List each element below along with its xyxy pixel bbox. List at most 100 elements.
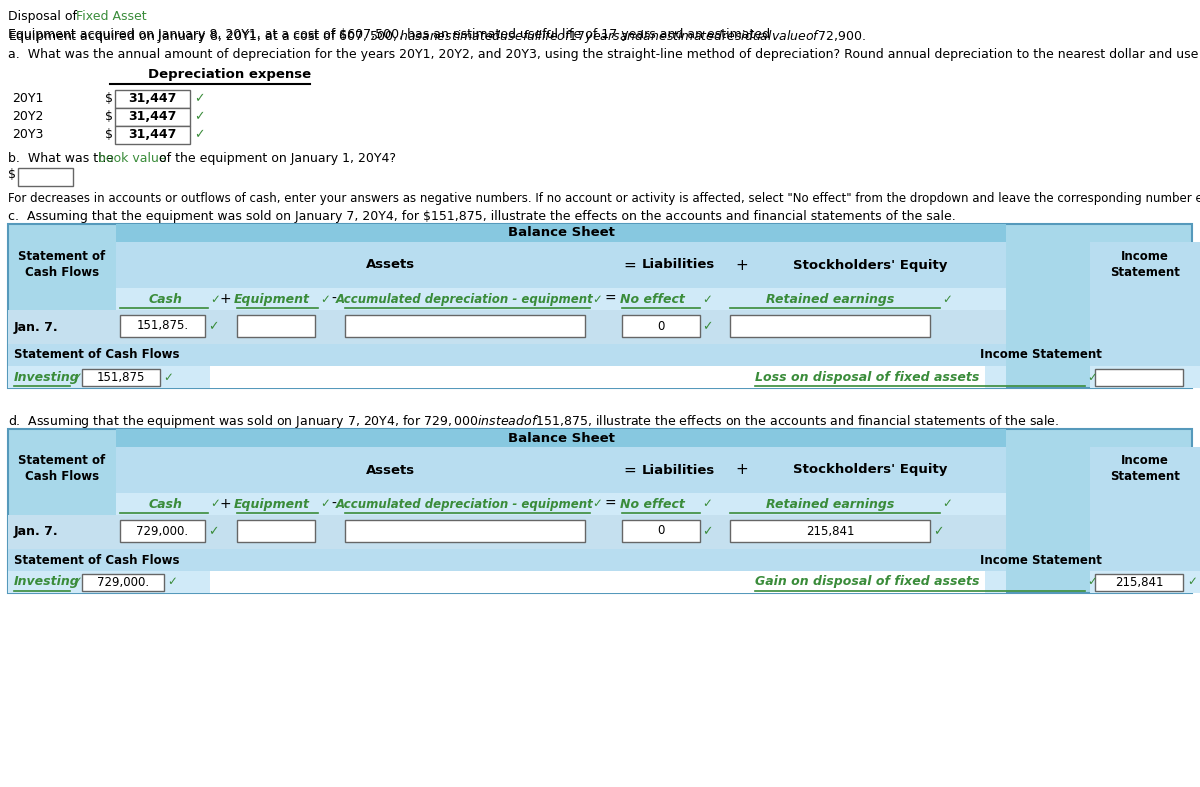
Text: Jan. 7.: Jan. 7. bbox=[14, 320, 59, 334]
Bar bbox=[8, 310, 1006, 344]
Text: ✓: ✓ bbox=[320, 497, 330, 511]
Text: ✓: ✓ bbox=[72, 371, 82, 383]
Text: 0: 0 bbox=[658, 320, 665, 332]
Text: ✓: ✓ bbox=[208, 526, 218, 538]
Text: Assets: Assets bbox=[366, 258, 414, 272]
Text: Loss on disposal of fixed assets: Loss on disposal of fixed assets bbox=[755, 371, 979, 383]
Text: a.  What was the annual amount of depreciation for the years 20Y1, 20Y2, and 20Y: a. What was the annual amount of depreci… bbox=[8, 48, 1200, 61]
Text: Gain on disposal of fixed assets: Gain on disposal of fixed assets bbox=[755, 575, 979, 589]
Text: ✓: ✓ bbox=[194, 128, 204, 142]
Text: ✓: ✓ bbox=[942, 293, 952, 305]
Text: Statement of Cash Flows: Statement of Cash Flows bbox=[14, 349, 180, 361]
Text: Liabilities: Liabilities bbox=[641, 464, 715, 476]
Text: 215,841: 215,841 bbox=[805, 524, 854, 538]
Text: 729,000.: 729,000. bbox=[137, 524, 188, 538]
Text: =: = bbox=[624, 257, 636, 272]
Bar bbox=[8, 549, 1006, 571]
Bar bbox=[622, 315, 700, 337]
Text: Jan. 7.: Jan. 7. bbox=[14, 526, 59, 538]
Text: +: + bbox=[220, 497, 230, 511]
Bar bbox=[116, 429, 1006, 447]
Text: 20Y3: 20Y3 bbox=[12, 128, 43, 142]
Text: +: + bbox=[736, 463, 749, 478]
Text: 20Y2: 20Y2 bbox=[12, 110, 43, 124]
Bar bbox=[346, 520, 586, 542]
Text: Statement of Cash Flows: Statement of Cash Flows bbox=[14, 553, 180, 567]
Text: Statement: Statement bbox=[1110, 265, 1180, 279]
Text: 151,875.: 151,875. bbox=[137, 320, 188, 332]
Text: Stockholders' Equity: Stockholders' Equity bbox=[793, 258, 947, 272]
Bar bbox=[622, 520, 700, 542]
Text: Cash Flows: Cash Flows bbox=[25, 471, 100, 483]
Text: 31,447: 31,447 bbox=[128, 93, 176, 105]
Bar bbox=[82, 369, 160, 386]
Text: d.  Assuming that the equipment was sold on January 7, 20Y4, for $729,000 instea: d. Assuming that the equipment was sold … bbox=[8, 413, 1060, 430]
Text: Liabilities: Liabilities bbox=[641, 258, 715, 272]
Text: =: = bbox=[604, 497, 616, 511]
Text: Fixed Asset: Fixed Asset bbox=[76, 10, 146, 23]
Text: ✓: ✓ bbox=[210, 497, 220, 511]
Text: For decreases in accounts or outflows of cash, enter your answers as negative nu: For decreases in accounts or outflows of… bbox=[8, 192, 1200, 205]
Bar bbox=[120, 520, 205, 542]
Bar bbox=[82, 574, 164, 591]
Text: 729,000.: 729,000. bbox=[97, 576, 149, 589]
Text: Investing: Investing bbox=[14, 371, 79, 383]
Text: No effect: No effect bbox=[619, 293, 684, 306]
Text: Equipment: Equipment bbox=[234, 498, 310, 511]
Text: ✓: ✓ bbox=[592, 293, 602, 305]
Text: $: $ bbox=[106, 93, 113, 105]
Text: Income Statement: Income Statement bbox=[980, 349, 1102, 361]
Text: Retained earnings: Retained earnings bbox=[766, 293, 894, 306]
Text: =: = bbox=[604, 292, 616, 306]
Bar bbox=[346, 315, 586, 337]
Bar bbox=[120, 315, 205, 337]
Bar bbox=[1090, 447, 1200, 549]
Text: ✓: ✓ bbox=[702, 293, 712, 305]
Text: Accumulated depreciation - equipment: Accumulated depreciation - equipment bbox=[336, 498, 594, 511]
Text: Disposal of: Disposal of bbox=[8, 10, 82, 23]
Text: Equipment acquired on January 8, 20Y1, at a cost of $607,500, has an estimated u: Equipment acquired on January 8, 20Y1, a… bbox=[8, 28, 774, 41]
Text: +: + bbox=[736, 257, 749, 272]
Text: No effect: No effect bbox=[619, 498, 684, 511]
Text: 31,447: 31,447 bbox=[128, 128, 176, 142]
Bar bbox=[116, 447, 1006, 493]
Bar bbox=[8, 344, 1006, 366]
Text: ✓: ✓ bbox=[942, 497, 952, 511]
Bar bbox=[18, 168, 73, 186]
Text: book value: book value bbox=[98, 152, 167, 165]
Text: =: = bbox=[624, 463, 636, 478]
Text: 215,841: 215,841 bbox=[1115, 576, 1163, 589]
Bar bbox=[1090, 549, 1200, 571]
Text: Income: Income bbox=[1121, 455, 1169, 467]
Text: ✓: ✓ bbox=[194, 110, 204, 124]
Text: ✓: ✓ bbox=[702, 497, 712, 511]
Text: Equipment: Equipment bbox=[234, 293, 310, 306]
Bar bbox=[116, 224, 1006, 242]
Bar bbox=[730, 520, 930, 542]
Text: 20Y1: 20Y1 bbox=[12, 93, 43, 105]
Text: Accumulated depreciation - equipment: Accumulated depreciation - equipment bbox=[336, 293, 594, 306]
Bar bbox=[1096, 369, 1183, 386]
Text: ✓: ✓ bbox=[210, 293, 220, 305]
Text: Assets: Assets bbox=[366, 464, 414, 476]
Text: ✓: ✓ bbox=[194, 93, 204, 105]
Bar bbox=[8, 366, 1006, 388]
Text: ✓: ✓ bbox=[167, 575, 176, 589]
Bar bbox=[1090, 242, 1200, 344]
Bar bbox=[116, 288, 1006, 310]
Text: +: + bbox=[220, 292, 230, 306]
Bar bbox=[8, 224, 1192, 388]
Text: Statement of: Statement of bbox=[18, 249, 106, 263]
Text: Income Statement: Income Statement bbox=[980, 553, 1102, 567]
Text: Statement of: Statement of bbox=[18, 455, 106, 467]
Text: Retained earnings: Retained earnings bbox=[766, 498, 894, 511]
Bar bbox=[238, 520, 314, 542]
Text: 31,447: 31,447 bbox=[128, 110, 176, 124]
Bar bbox=[115, 126, 190, 144]
Text: -: - bbox=[331, 497, 336, 511]
Text: -: - bbox=[331, 292, 336, 306]
Text: ✓: ✓ bbox=[1087, 575, 1097, 589]
Text: $: $ bbox=[106, 128, 113, 142]
Text: ✓: ✓ bbox=[1187, 575, 1196, 589]
Text: ✓: ✓ bbox=[592, 497, 602, 511]
